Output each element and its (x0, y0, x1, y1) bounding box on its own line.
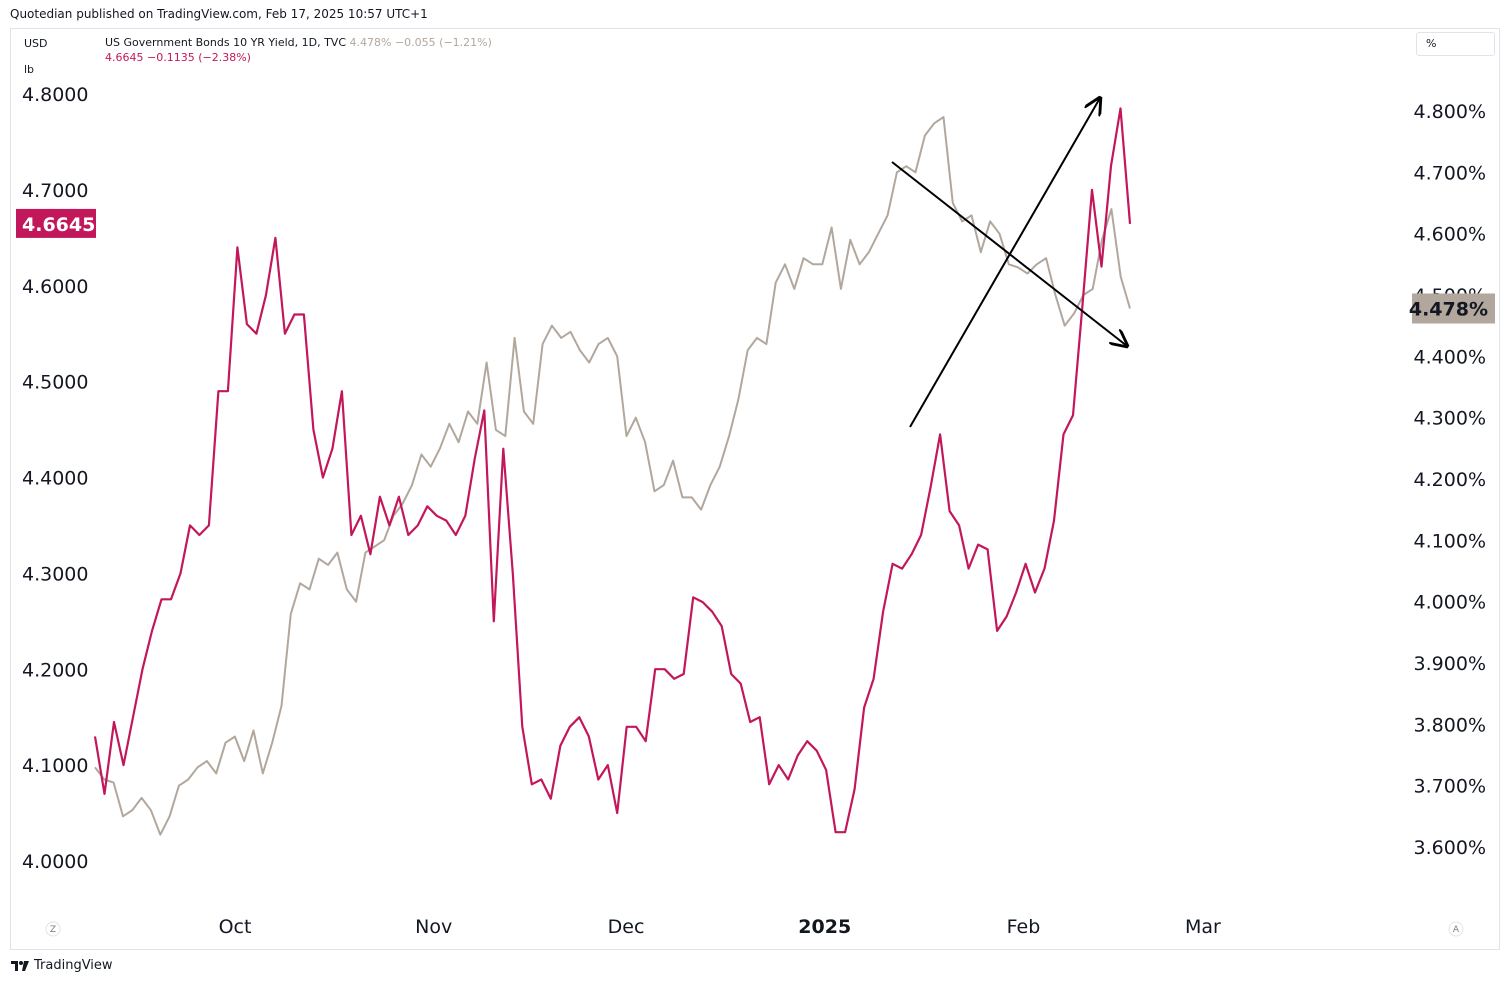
legend: US Government Bonds 10 YR Yield, 1D, TVC… (105, 35, 492, 65)
right-tick-label: 4.600% (1414, 224, 1486, 246)
annotation-layer[interactable] (891, 98, 1127, 428)
right-tick-label: 4.200% (1414, 469, 1486, 491)
legend-second-last: 4.6645 (105, 51, 144, 64)
tradingview-logo-icon (11, 960, 29, 971)
right-tick-label: 4.400% (1414, 346, 1486, 368)
left-axis[interactable]: 4.0000 4.1000 4.2000 4.3000 4.4000 4.5000 4.60… (22, 84, 88, 873)
time-tick-label: Oct (219, 916, 252, 938)
time-tick-label: 2025 (798, 916, 851, 938)
scale-mode-right-text[interactable]: A (1453, 925, 1460, 935)
time-axis[interactable]: Oct Nov Dec 2025 Feb Mar (219, 916, 1221, 938)
series-line-yield[interactable] (94, 116, 1131, 836)
right-axis[interactable]: 3.600% 3.700% 3.800% 3.900% 4.000% 4.100% 4.20… (1414, 101, 1486, 859)
scale-mode-right[interactable]: A (1448, 921, 1464, 937)
left-last-value-tag: 4.6645 (22, 214, 95, 236)
last-value-tags: 4.6645 4.478% (16, 208, 1495, 324)
time-tick-label: Nov (415, 916, 452, 938)
time-tick-label: Feb (1007, 916, 1041, 938)
footer-brand[interactable]: TradingView (10, 958, 113, 973)
time-tick-label: Dec (608, 916, 645, 938)
right-tick-label: 4.300% (1414, 408, 1486, 430)
right-tick-label: 4.700% (1414, 162, 1486, 184)
legend-symbol: US Government Bonds 10 YR Yield, 1D, TVC (105, 36, 347, 49)
right-tick-label: 4.100% (1414, 530, 1486, 552)
left-tick-label: 4.0000 (22, 851, 88, 873)
right-tick-label: 3.600% (1414, 837, 1486, 859)
left-tick-label: 4.7000 (22, 180, 88, 202)
scale-mode-left-text[interactable]: Z (50, 925, 56, 935)
right-tick-label: 4.800% (1414, 101, 1486, 123)
series-line-copper[interactable] (93, 107, 1132, 834)
published-header: Quotedian published on TradingView.com, … (10, 7, 428, 21)
left-tick-label: 4.1000 (22, 755, 88, 777)
right-last-value-tag: 4.478% (1409, 298, 1488, 320)
right-tick-label: 3.700% (1414, 776, 1486, 798)
right-last-value-tag-bg (1412, 293, 1495, 324)
left-tick-label: 4.8000 (22, 84, 88, 106)
left-tick-label: 4.4000 (22, 468, 88, 490)
legend-row-yield[interactable]: US Government Bonds 10 YR Yield, 1D, TVC… (105, 35, 492, 50)
right-unit-selector[interactable]: % (1416, 32, 1495, 56)
time-tick-label: Mar (1185, 916, 1221, 938)
scale-mode-right-circle[interactable] (1448, 921, 1464, 937)
left-tick-label: 4.3000 (22, 563, 88, 585)
right-tick-label: 3.800% (1414, 714, 1486, 736)
trend-arrow-down[interactable] (891, 161, 1127, 346)
scale-mode-left[interactable]: Z (45, 921, 61, 937)
trend-arrow-up[interactable] (909, 98, 1100, 428)
series-layer (93, 107, 1132, 836)
chart-frame (10, 28, 1500, 950)
right-tick-label: 4.000% (1414, 592, 1486, 614)
left-last-value-tag-bg (16, 208, 96, 238)
legend-row-second[interactable]: 4.6645 −0.1135 (−2.38%) (105, 50, 492, 65)
right-tick-label: 3.900% (1414, 653, 1486, 675)
legend-second-change: −0.1135 (−2.38%) (147, 51, 251, 64)
left-currency-label[interactable]: USD (24, 37, 48, 50)
footer-brand-text: TradingView (34, 958, 113, 973)
legend-yield-last: 4.478% (349, 36, 392, 49)
left-unit-label[interactable]: lb (24, 63, 35, 76)
scale-mode-left-circle[interactable] (45, 921, 61, 937)
left-tick-label: 4.6000 (22, 276, 88, 298)
left-tick-label: 4.5000 (22, 372, 88, 394)
legend-yield-change: −0.055 (−1.21%) (394, 36, 492, 49)
left-tick-label: 4.2000 (22, 659, 88, 681)
